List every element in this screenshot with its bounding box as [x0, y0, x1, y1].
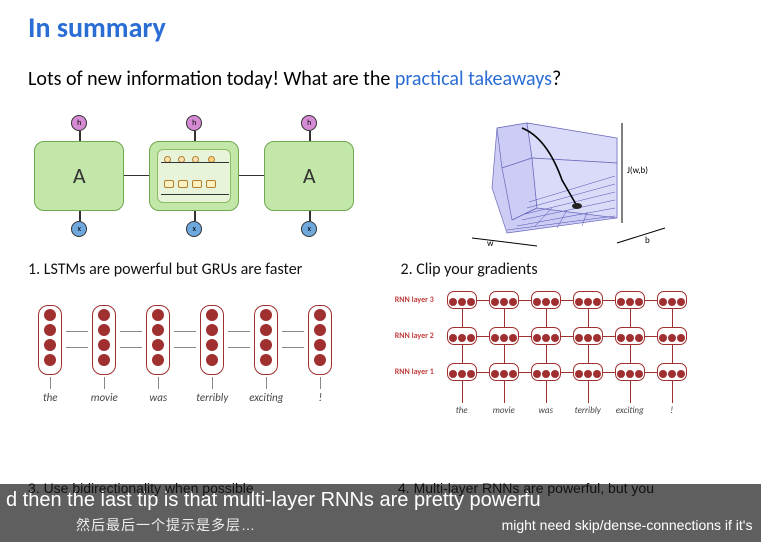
x-node-icon: x	[186, 221, 202, 237]
panel4-caption: 4. Multi-layer RNNs are powerful, but yo…	[398, 480, 654, 497]
lstm-block-a3: A	[303, 162, 316, 189]
birnn-token: movie	[80, 391, 128, 404]
mlrnn-unit	[489, 363, 519, 381]
mlrnn-token: !	[653, 405, 691, 416]
birnn-unit	[38, 305, 62, 375]
mlrnn-token: terribly	[569, 405, 607, 416]
mlrnn-unit	[447, 363, 477, 381]
subtitle-accent: practical takeaways	[395, 67, 552, 91]
mlrnn-unit	[615, 327, 645, 345]
axis-w-label: w	[487, 238, 494, 248]
birnn-token: was	[134, 391, 182, 404]
lstm-inner-detail	[157, 149, 231, 203]
panel-lstm: A A h	[28, 99, 361, 279]
birnn-token: terribly	[188, 391, 236, 404]
mlrnn-unit	[573, 363, 603, 381]
x-node-icon: x	[71, 221, 87, 237]
mlrnn-unit	[531, 327, 561, 345]
x-node-icon: x	[301, 221, 317, 237]
subtitle-before: Lots of new information today! What are …	[28, 67, 395, 91]
subtitle-chinese: 然后最后一个提示是多层…	[76, 517, 256, 533]
h-node-icon: h	[186, 115, 202, 131]
h-node-icon: h	[71, 115, 87, 131]
birnn-token: the	[26, 391, 74, 404]
mlrnn-unit	[615, 291, 645, 309]
birnn-unit	[308, 305, 332, 375]
mlrnn-token: was	[527, 405, 565, 416]
subtitle-after: ?	[552, 67, 561, 91]
lstm-diagram: A A h	[34, 113, 354, 243]
mlrnn-unit	[573, 327, 603, 345]
title-accent: In summary	[28, 10, 166, 45]
mlrnn-unit	[531, 291, 561, 309]
birnn-token: !	[296, 391, 344, 404]
lstm-block-a1: A	[73, 162, 86, 189]
panel1-caption: 1. LSTMs are powerful but GRUs are faste…	[28, 260, 361, 279]
mlrnn-token: movie	[485, 405, 523, 416]
gradient-surface: J(w,b) w b	[467, 108, 667, 248]
axis-b-label: b	[645, 235, 650, 246]
mlrnn-token: exciting	[611, 405, 649, 416]
panel3-caption: 3. Use bidirectionality when possible	[28, 480, 254, 496]
mlrnn-unit	[531, 363, 561, 381]
birnn-unit	[200, 305, 224, 375]
slide-title: In summary	[28, 10, 733, 45]
video-subtitle-overlay: 3. Use bidirectionality when possible 4.…	[0, 484, 761, 542]
mlrnn-unit	[657, 327, 687, 345]
mlrnn-diagram: RNN layer 3RNN layer 2RNN layer 1themovi…	[447, 291, 707, 421]
slide-subtitle: Lots of new information today! What are …	[28, 67, 733, 91]
mlrnn-token: the	[443, 405, 481, 416]
mlrnn-unit	[573, 291, 603, 309]
mlrnn-row-label: RNN layer 1	[395, 367, 434, 377]
panel-gradient: J(w,b) w b 2. Clip your gradients	[401, 99, 734, 279]
surface-icon: J(w,b) w b	[467, 108, 667, 248]
birnn-token: exciting	[242, 391, 290, 404]
h-node-icon: h	[301, 115, 317, 131]
content-grid: A A h	[28, 99, 733, 439]
mlrnn-unit	[489, 291, 519, 309]
birnn-diagram: themoviewasterriblyexciting!	[34, 295, 354, 413]
axis-y-label: J(w,b)	[627, 165, 648, 176]
mlrnn-unit	[657, 291, 687, 309]
mlrnn-unit	[657, 363, 687, 381]
birnn-unit	[146, 305, 170, 375]
birnn-unit	[254, 305, 278, 375]
mlrnn-unit	[447, 327, 477, 345]
mlrnn-row-label: RNN layer 3	[395, 295, 434, 305]
mlrnn-unit	[447, 291, 477, 309]
mlrnn-row-label: RNN layer 2	[395, 331, 434, 341]
birnn-unit	[92, 305, 116, 375]
mlrnn-unit	[615, 363, 645, 381]
panel-birnn: the movie was terribly exciting!	[28, 289, 361, 439]
panel2-caption: 2. Clip your gradients	[401, 260, 734, 279]
panel-mlrnn: RNN layer 3RNN layer 2RNN layer 1themovi…	[401, 289, 734, 439]
mlrnn-unit	[489, 327, 519, 345]
